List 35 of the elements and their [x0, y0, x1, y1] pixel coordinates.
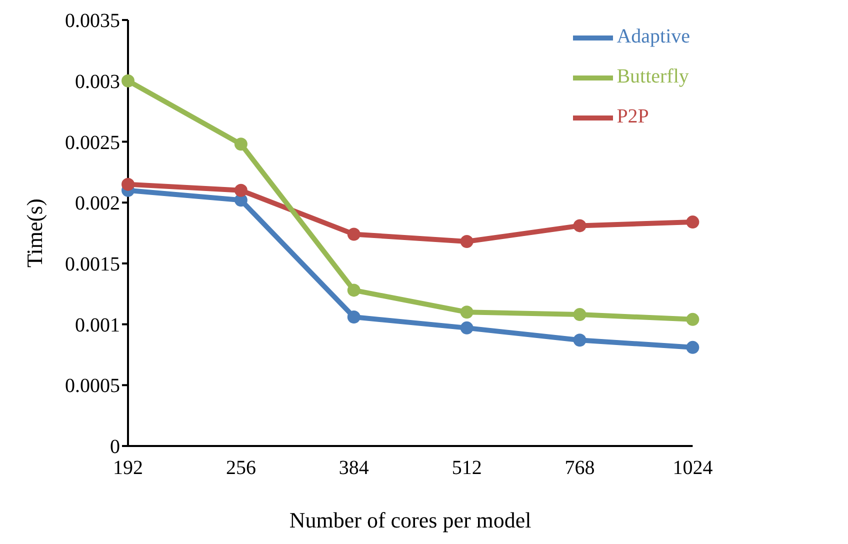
point: [686, 312, 700, 326]
y-tick-label: 0.0005: [65, 375, 120, 398]
y-tick-label: 0.003: [75, 70, 120, 93]
point: [460, 235, 474, 248]
point: [460, 321, 474, 334]
y-tick-label: 0.002: [75, 192, 120, 215]
point: [122, 178, 134, 191]
point: [347, 284, 360, 297]
y-tick-label: 0: [110, 436, 120, 458]
y-tick-label: 0.0035: [65, 10, 120, 32]
x-tick-label: 192: [113, 457, 143, 480]
legend-label: Butterfly: [616, 66, 689, 88]
x-tick-label: 768: [564, 457, 595, 480]
point: [234, 184, 248, 197]
y-tick-label: 0.0015: [65, 254, 120, 276]
legend-label: Adaptive: [616, 26, 690, 48]
x-axis-title: Number of cores per model: [289, 508, 532, 533]
point: [234, 138, 248, 151]
point: [686, 340, 700, 354]
x-tick-label: 256: [226, 457, 256, 480]
point: [347, 310, 360, 324]
y-axis-title: Time(s): [22, 198, 47, 268]
x-tick-label: 384: [338, 457, 369, 480]
point: [686, 216, 700, 229]
x-tick-label: 1024: [672, 457, 713, 480]
y-tick-label: 0.0025: [65, 132, 120, 154]
x-tick-label: 512: [452, 457, 482, 480]
point: [573, 334, 586, 347]
point: [347, 228, 360, 241]
point: [460, 306, 474, 319]
legend-label: P2P: [616, 106, 649, 128]
point: [573, 308, 586, 322]
y-tick-label: 0.001: [75, 314, 120, 336]
point: [573, 219, 586, 232]
point: [122, 74, 134, 88]
